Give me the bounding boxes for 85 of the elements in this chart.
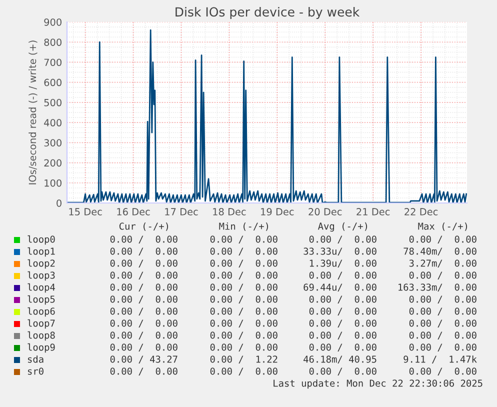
- x-tick-label: 18 Dec: [213, 208, 246, 216]
- legend-label: loop0: [28, 235, 55, 245]
- text: 3.27m/ 0.00: [409, 260, 476, 268]
- text: 0.00 / 0.00: [409, 368, 476, 376]
- text: 0.00 / 0.00: [210, 296, 278, 304]
- y-tick-label: 700: [44, 58, 62, 66]
- text: 0.00 / 0.00: [210, 332, 278, 340]
- text: Max (-/+): [418, 222, 468, 231]
- legend-label: loop1: [28, 247, 55, 257]
- legend-label: loop3: [28, 271, 55, 281]
- text: 46.18m/ 40.95: [304, 356, 376, 364]
- text: 0.00 / 0.00: [210, 272, 278, 280]
- text: 0.00 / 0.00: [309, 236, 376, 244]
- text: 0.00 / 0.00: [409, 320, 476, 328]
- legend-label: sr0: [28, 368, 44, 375]
- text: 0.00 / 0.00: [409, 236, 476, 244]
- text: 0.00 / 0.00: [409, 272, 476, 280]
- y-axis-title: IOs/second read (-) / write (+): [28, 40, 38, 184]
- text: 1.39u/ 0.00: [310, 260, 376, 268]
- text: 0.00 / 0.00: [110, 368, 178, 376]
- y-tick-label: 200: [44, 159, 62, 167]
- text: 0.00 / 0.00: [309, 344, 376, 352]
- text: 0.00 / 0.00: [309, 332, 376, 340]
- x-tick-label: 16 Dec: [117, 208, 150, 216]
- text: 163.33m/ 0.00: [398, 284, 476, 292]
- x-tick-label: 22 Dec: [404, 208, 438, 216]
- x-tick-label: 15 Dec: [69, 208, 102, 216]
- x-tick-label: 19 Dec: [261, 208, 294, 216]
- text: 0.00 / 0.00: [210, 344, 278, 352]
- x-tick-label: 20 Dec: [308, 208, 342, 216]
- text: 0.00 / 43.27: [110, 356, 178, 364]
- text: 0.00 / 0.00: [409, 332, 476, 340]
- text: 0.00 / 0.00: [110, 236, 178, 244]
- legend-label: loop9: [28, 343, 55, 353]
- text: 0.00 / 0.00: [309, 272, 376, 280]
- text: 0.00 / 1.22: [210, 356, 278, 364]
- y-tick-label: 800: [44, 38, 62, 46]
- x-tick-label: 21 Dec: [356, 208, 390, 216]
- y-tick-label: 300: [44, 139, 62, 146]
- legend-label: loop6: [28, 307, 55, 317]
- text: 0.00 / 0.00: [110, 260, 178, 268]
- text: 0.00 / 0.00: [309, 368, 376, 376]
- text: 0.00 / 0.00: [409, 308, 476, 316]
- text: 0.00 / 0.00: [110, 296, 178, 304]
- text: 0.00 / 0.00: [110, 332, 178, 340]
- text: 78.40m/ 0.00: [404, 248, 476, 256]
- legend-label: loop4: [28, 283, 55, 293]
- text: 0.00 / 0.00: [110, 284, 178, 292]
- text: 0.00 / 0.00: [210, 284, 278, 292]
- x-tick-label: 17 Dec: [165, 208, 198, 216]
- y-tick-label: 600: [44, 78, 62, 86]
- text: Avg (-/+): [318, 222, 368, 232]
- text: 0.00 / 0.00: [210, 368, 278, 376]
- y-tick-label: 100: [44, 179, 62, 187]
- text: 33.33u/ 0.00: [304, 248, 376, 256]
- text: 0.00 / 0.00: [210, 308, 278, 316]
- text: Last update: Mon Dec 22 22:30:06 2025: [274, 379, 482, 389]
- text: 0.00 / 0.00: [110, 320, 178, 328]
- y-tick-label: 900: [44, 18, 62, 26]
- y-tick-label: 0: [56, 199, 62, 207]
- text: 0.00 / 0.00: [309, 308, 376, 316]
- text: 0.00 / 0.00: [210, 236, 278, 244]
- legend-label: sda: [28, 355, 44, 363]
- text: 0.00 / 0.00: [309, 320, 376, 328]
- text: 0.00 / 0.00: [110, 248, 178, 256]
- text: Min (-/+): [219, 222, 268, 231]
- text: 0.00 / 0.00: [110, 344, 178, 352]
- text: 0.00 / 0.00: [210, 320, 278, 328]
- legend-label: loop7: [28, 319, 55, 329]
- chart-title: Disk IOs per device - by week: [176, 6, 360, 20]
- text: 69.44u/ 0.00: [304, 284, 376, 292]
- text: 0.00 / 0.00: [409, 344, 476, 352]
- text: 9.11 / 1.47k: [404, 355, 477, 364]
- text: 0.00 / 0.00: [210, 260, 278, 268]
- y-tick-label: 400: [44, 119, 62, 126]
- legend-label: loop5: [28, 295, 55, 305]
- text: Cur (-/+): [119, 222, 168, 231]
- text: 0.00 / 0.00: [110, 308, 178, 316]
- legend-label: loop8: [28, 331, 55, 341]
- text: 0.00 / 0.00: [210, 248, 278, 256]
- legend-label: loop2: [28, 259, 55, 269]
- text: 0.00 / 0.00: [409, 296, 476, 304]
- text: 0.00 / 0.00: [110, 272, 178, 280]
- text: 0.00 / 0.00: [309, 296, 376, 304]
- y-tick-label: 500: [44, 98, 62, 106]
